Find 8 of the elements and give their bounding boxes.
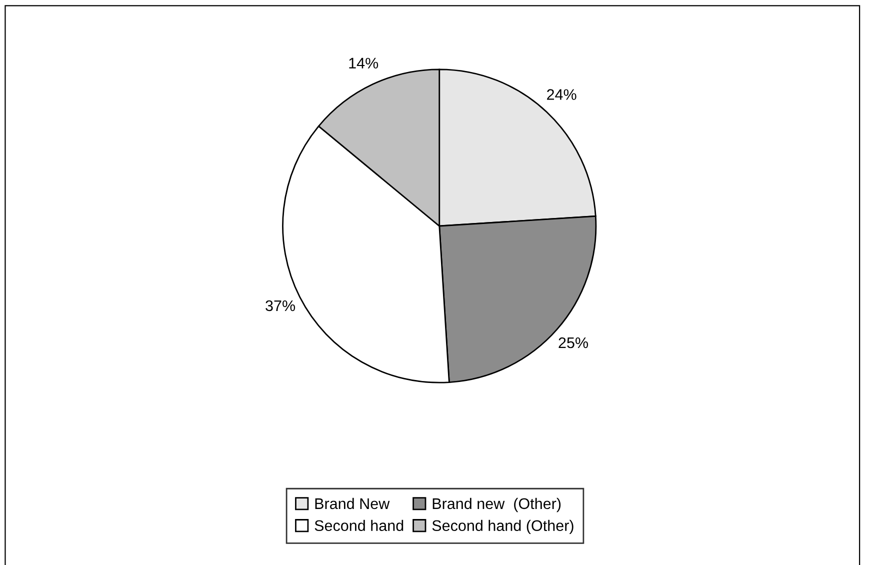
data-label: 37% xyxy=(266,300,296,312)
legend-label: Brand New xyxy=(315,498,390,510)
legend-label: Second hand xyxy=(314,520,404,532)
data-label: 14% xyxy=(349,58,378,69)
legend-label: Brand new (Other) xyxy=(432,498,561,512)
data-label: 25% xyxy=(558,337,588,348)
legend-label: Second hand (Other) xyxy=(432,520,574,534)
data-label: 24% xyxy=(547,89,576,100)
